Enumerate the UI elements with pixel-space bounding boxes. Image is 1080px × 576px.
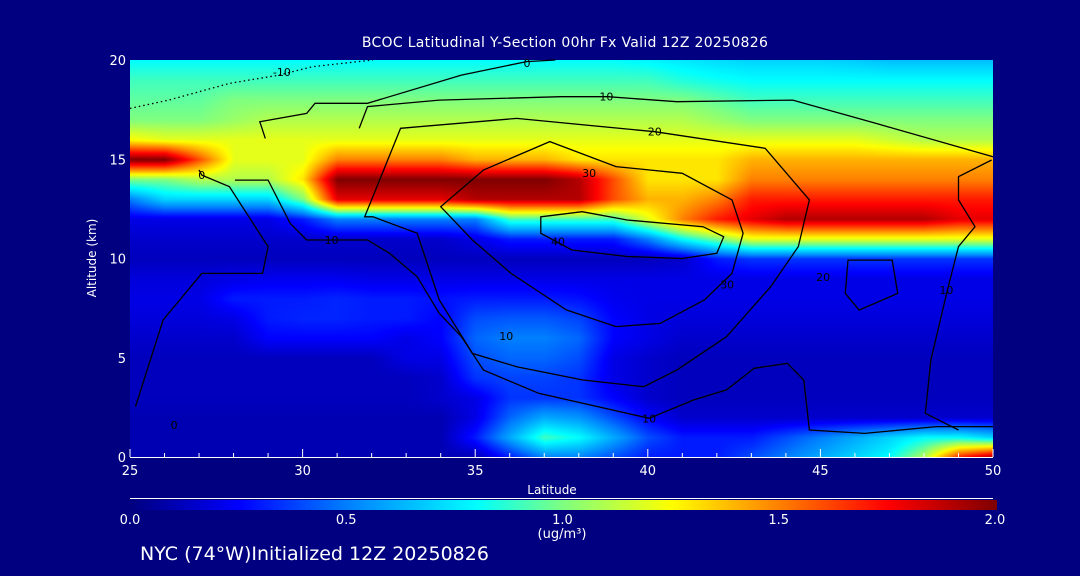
contour-label: 0 (523, 57, 530, 70)
contour-label: 0 (198, 169, 205, 182)
colorbar (130, 500, 997, 510)
contour-line-20 (844, 259, 899, 311)
y-axis-label: Altitude (km) (85, 218, 99, 298)
colorbar-tick-label: 0.0 (119, 513, 141, 528)
contour-label: 20 (816, 271, 830, 284)
colorbar-tick-label: 0.5 (335, 513, 357, 528)
y-tick-label: 5 (118, 352, 126, 367)
contour-label: 20 (648, 125, 662, 138)
contour-label: 10 (499, 330, 513, 343)
contour-label: 10 (325, 234, 339, 247)
contour-lines (129, 59, 994, 435)
contour-line-0 (134, 169, 269, 407)
footer-info: NYC (74°W)Initialized 12Z 20250826 (140, 543, 489, 565)
contour-label: -10 (273, 66, 291, 79)
x-tick-label: 40 (640, 464, 657, 479)
contour-line-30 (439, 140, 744, 328)
y-tick-label: 10 (109, 253, 126, 268)
axes: 25 30 35 40 45 50 0 5 10 15 20 (109, 54, 1001, 479)
x-tick-label: 30 (294, 464, 311, 479)
contour-line-40 (540, 211, 725, 260)
heatmap-field (130, 60, 993, 457)
colorbar-tick-label: 1.0 (552, 513, 573, 528)
colorbar-tick-label: 2.0 (984, 513, 1006, 528)
contour-labels: -10 0 10 20 30 40 10 10 30 20 10 10 0 0 (171, 57, 954, 432)
contour-line-10 (358, 96, 994, 158)
y-tick-label: 20 (109, 54, 126, 69)
x-tick-label: 25 (122, 464, 139, 479)
contour-label: 30 (582, 167, 596, 180)
y-tick-label: 15 (109, 153, 126, 168)
contour-line-20 (363, 117, 811, 388)
contour-label: 40 (551, 236, 565, 249)
x-axis-label: Latitude (527, 483, 577, 497)
contour-label: 0 (171, 419, 178, 432)
x-tick-label: 35 (467, 464, 484, 479)
contour-label: 30 (720, 278, 734, 291)
x-tick-label: 45 (812, 464, 829, 479)
contour-label: 10 (599, 91, 613, 104)
contour-line-10 (234, 179, 993, 435)
chart-title: BCOC Latitudinal Y-Section 00hr Fx Valid… (361, 35, 769, 51)
colorbar-top-line (130, 498, 993, 499)
y-tick-label: 0 (118, 451, 126, 466)
colorbar-units: (ug/m³) (537, 527, 587, 542)
contour-label: 10 (939, 284, 953, 297)
contour-line-10 (924, 159, 992, 431)
colorbar-tick-label: 1.5 (768, 513, 790, 528)
contour-line--10 (129, 59, 374, 110)
x-tick-label: 50 (985, 464, 1002, 479)
contour-line-0 (258, 59, 556, 139)
contour-label: 10 (642, 412, 656, 425)
